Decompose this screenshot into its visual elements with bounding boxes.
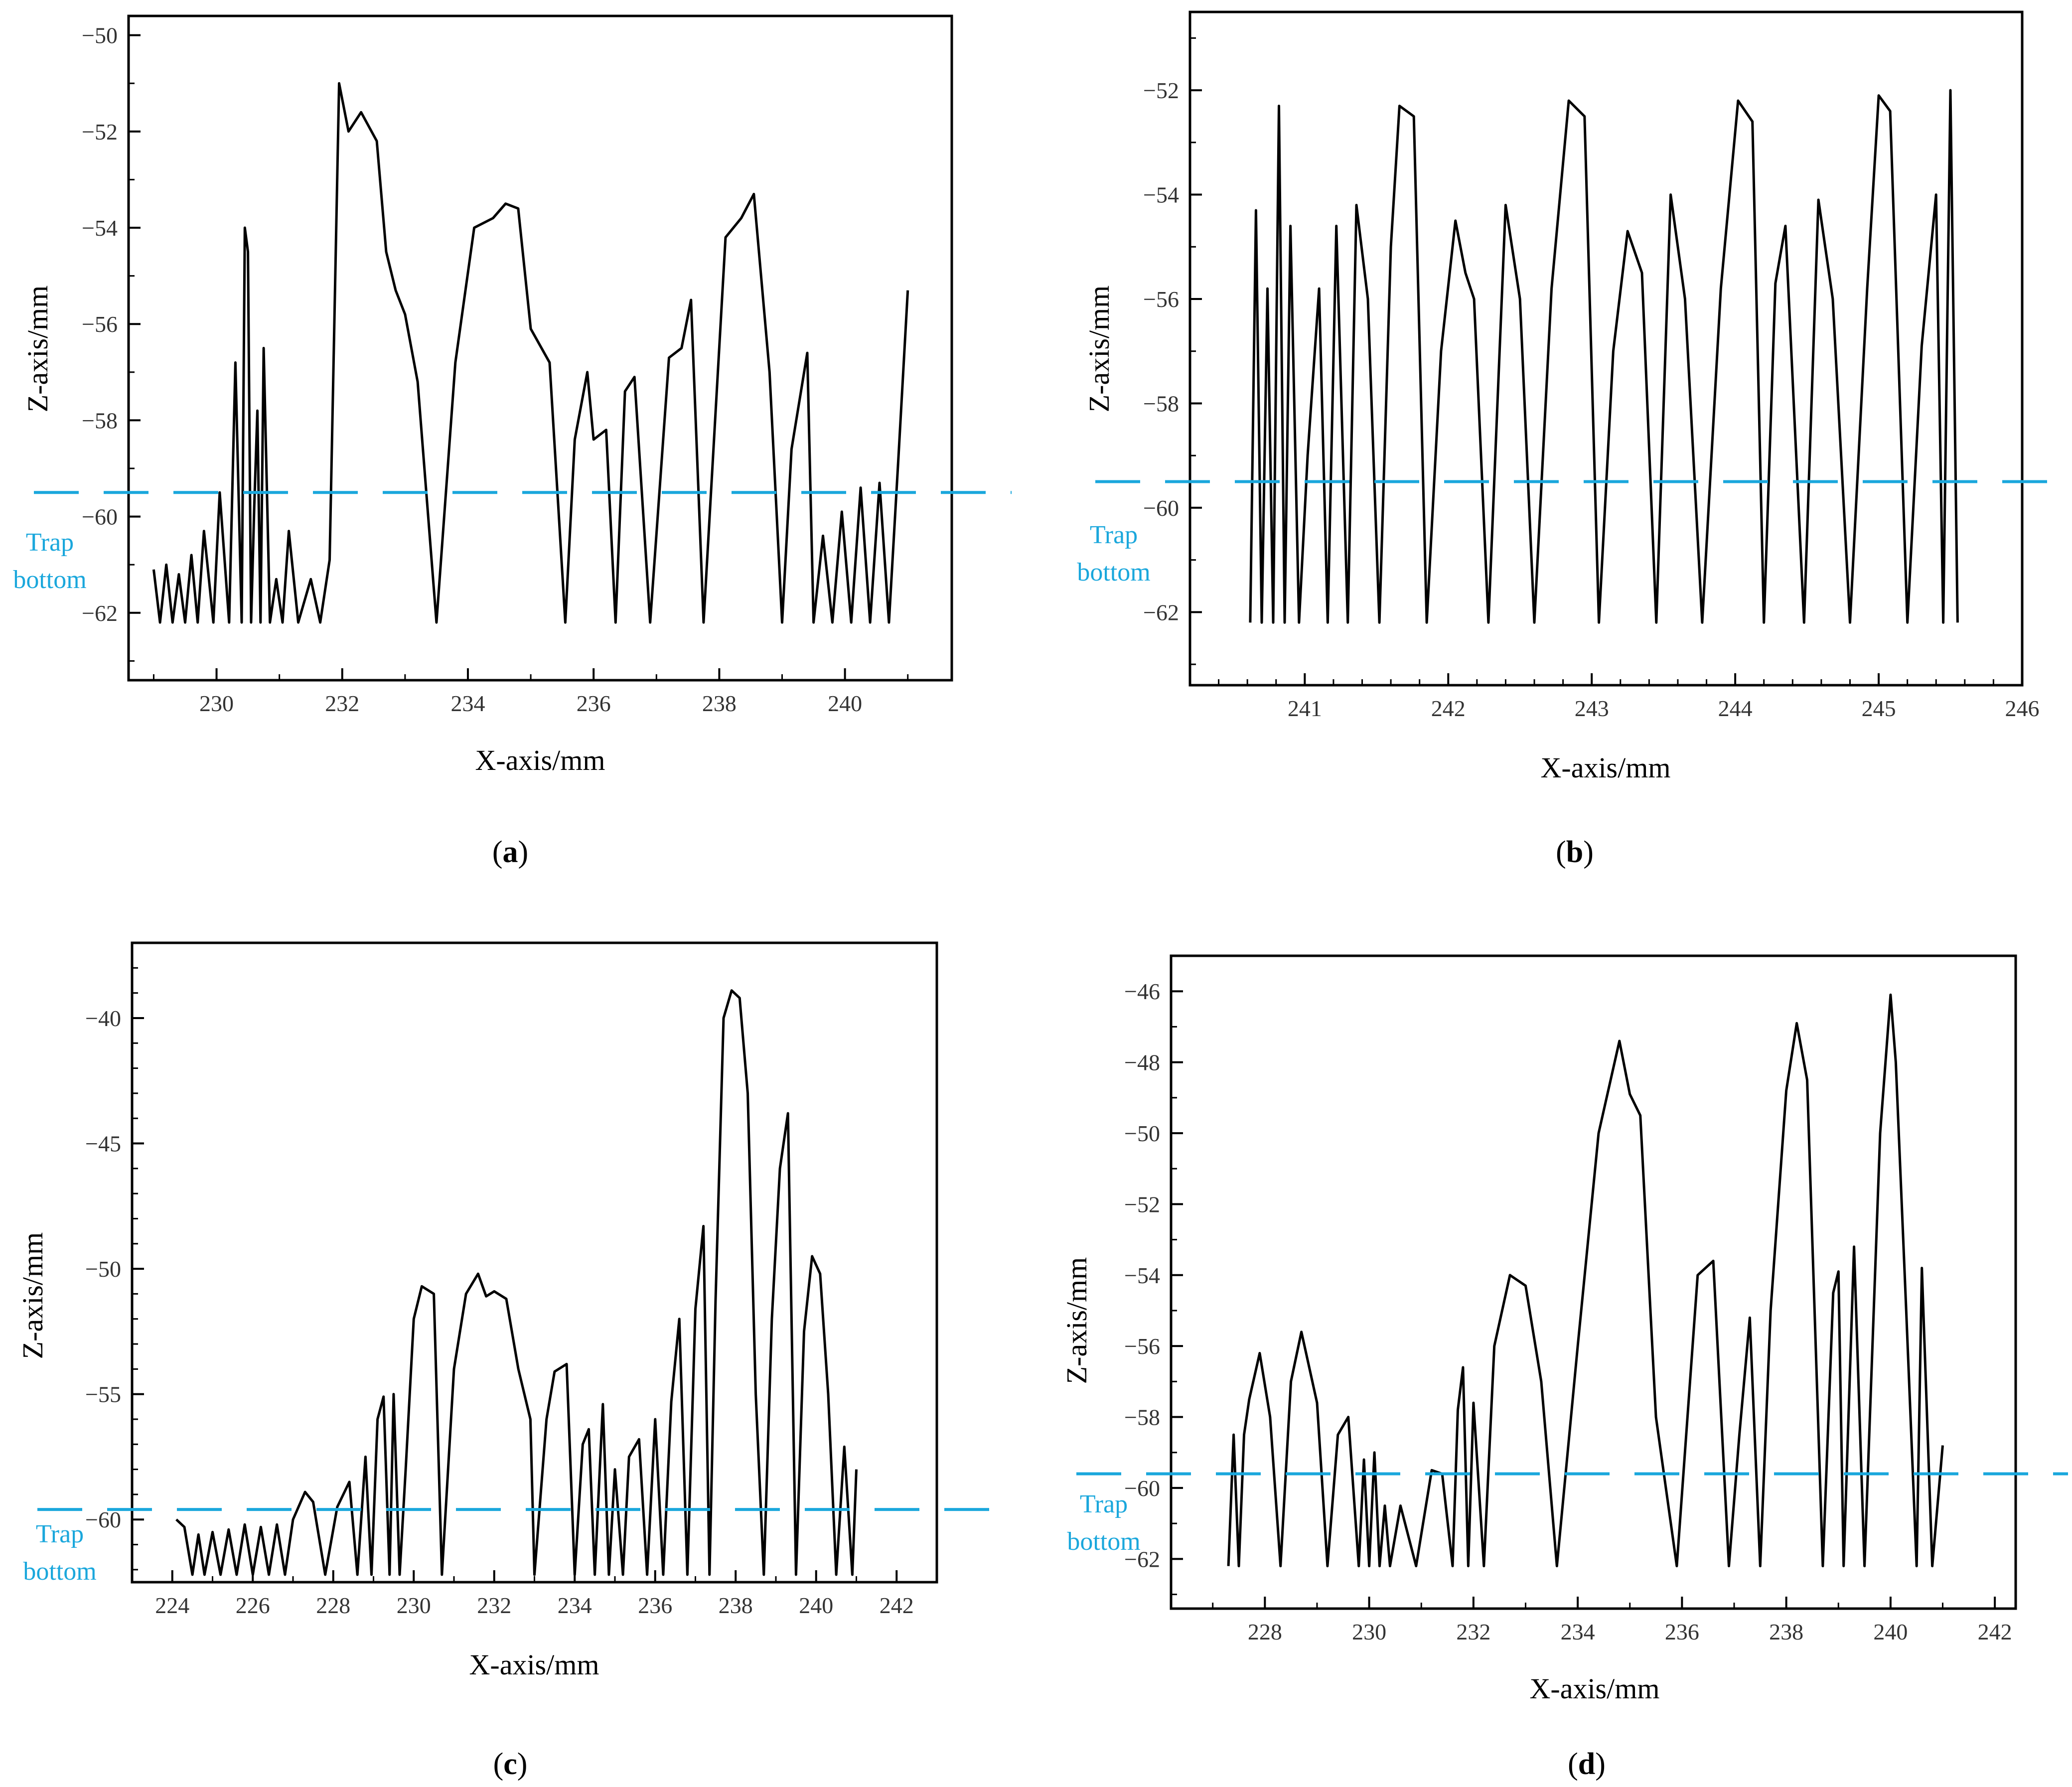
trace-line <box>175 989 858 1576</box>
x-tick-label: 236 <box>577 691 611 716</box>
y-axis-title-c: Z-axis/mm <box>16 1232 49 1359</box>
plot-frame <box>127 14 953 682</box>
x-tick-label: 230 <box>397 1593 431 1618</box>
trap-label-a-2: bottom <box>13 566 86 594</box>
panel-a: 230 232 234 236 238 240−62−60−58−56−54−52−50 … <box>13 14 1012 869</box>
y-tick-label: −56 <box>1124 1334 1160 1359</box>
plot-frame <box>1188 10 2024 687</box>
panel-caption-b: (b) <box>1556 835 1594 869</box>
trap-label-d-2: bottom <box>1067 1527 1140 1556</box>
x-tick-label: 241 <box>1288 696 1322 721</box>
x-axis-title-b: X-axis/mm <box>1541 751 1671 784</box>
y-tick-label: −62 <box>82 600 118 626</box>
plot-area-c: 224 226 228 230 232 234 236 238 240 242 −60 −55 −50 −… <box>37 941 997 1618</box>
x-tick-label: 238 <box>702 691 737 716</box>
x-tick-label: 240 <box>799 1593 833 1618</box>
x-axis-title-c: X-axis/mm <box>469 1648 599 1681</box>
x-tick-label: 238 <box>719 1593 753 1618</box>
trap-label-b-2: bottom <box>1077 558 1150 587</box>
trace-line <box>152 82 909 624</box>
y-axis-title-a: Z-axis/mm <box>21 286 54 413</box>
plot-area-a: 230 232 234 236 238 240 −62 −60 −58 −56 −54 −52 −50 <box>34 14 1012 716</box>
trap-label-d-1: Trap <box>1080 1490 1128 1518</box>
y-tick-label: −54 <box>82 215 118 241</box>
panel-caption-a: (a) <box>492 835 528 869</box>
x-tick-label: 238 <box>1769 1619 1803 1644</box>
y-tick-label: −60 <box>1124 1476 1160 1501</box>
y-axis-title-b: Z-axis/mm <box>1083 286 1115 413</box>
x-axis-title-d: X-axis/mm <box>1530 1672 1660 1705</box>
trap-label-b-1: Trap <box>1090 521 1138 549</box>
x-tick-label: 234 <box>1561 1619 1595 1644</box>
trace-line <box>1227 993 1944 1568</box>
x-tick-label: 230 <box>1352 1619 1386 1644</box>
y-tick-label: −52 <box>1143 78 1179 103</box>
x-tick-label: 236 <box>638 1593 672 1618</box>
y-tick-label: −58 <box>82 408 118 433</box>
ticks-c: 224 226 228 230 232 234 236 238 240 242 −60 −55 −50 −… <box>85 942 938 1618</box>
x-tick-label: 226 <box>236 1593 270 1618</box>
trace-line <box>1249 89 1959 624</box>
plot-frame <box>1170 954 2017 1610</box>
y-tick-label: −60 <box>82 504 118 530</box>
y-tick-label: −58 <box>1124 1405 1160 1430</box>
y-tick-label: −60 <box>85 1507 121 1532</box>
x-tick-label: 244 <box>1718 696 1753 721</box>
y-tick-label: −54 <box>1124 1263 1160 1288</box>
x-tick-label: 240 <box>828 691 862 716</box>
x-tick-label: 242 <box>1431 696 1466 721</box>
x-tick-label: 230 <box>199 691 234 716</box>
x-axis-title-a: X-axis/mm <box>475 744 605 776</box>
ticks-b: 241 242 243 244 245 246 −62 −60 −58 −56 −54 −52 <box>1143 37 2040 721</box>
x-tick-label: 242 <box>880 1593 914 1618</box>
x-tick-label: 245 <box>1862 696 1896 721</box>
y-tick-label: −56 <box>1143 287 1179 312</box>
panel-b: 241 242 243 244 245 246 −62 −60 −58 −56 −54 −52 Tra… <box>1077 10 2068 869</box>
x-tick-label: 234 <box>558 1593 592 1618</box>
y-tick-label: −40 <box>85 1006 121 1031</box>
x-tick-label: 232 <box>1456 1619 1490 1644</box>
x-tick-label: 234 <box>450 691 485 716</box>
x-tick-label: 236 <box>1665 1619 1699 1644</box>
x-tick-label: 242 <box>1978 1619 2012 1644</box>
y-tick-label: −50 <box>82 23 118 48</box>
x-tick-label: 246 <box>2005 696 2040 721</box>
trap-label-c-2: bottom <box>23 1557 96 1586</box>
y-axis-title-d: Z-axis/mm <box>1060 1257 1093 1384</box>
ticks-a: 230 232 234 236 238 240 −62 −60 −58 −56 −54 −52 −50 <box>82 23 909 716</box>
trap-label-c-1: Trap <box>36 1520 84 1548</box>
x-tick-label: 232 <box>325 691 359 716</box>
x-tick-label: 228 <box>316 1593 350 1618</box>
ticks-d: 228 230 232 234 236 238 240 242 −62 −60 −58 −56 −54 −… <box>1124 955 2012 1644</box>
panel-c: 224 226 228 230 232 234 236 238 240 242 −60 −55 −50 −… <box>16 941 997 1781</box>
y-tick-label: −60 <box>1143 495 1179 521</box>
panel-d: 228 230 232 234 236 238 240 242 −62 −60 −58 −56 −54 −… <box>1060 954 2068 1781</box>
y-tick-label: −58 <box>1143 391 1179 416</box>
y-tick-label: −50 <box>1124 1121 1160 1146</box>
y-tick-label: −45 <box>85 1131 121 1157</box>
y-tick-label: −54 <box>1143 182 1179 208</box>
y-tick-label: −62 <box>1143 599 1179 625</box>
x-tick-label: 240 <box>1873 1619 1908 1644</box>
y-tick-label: −46 <box>1124 979 1160 1004</box>
x-tick-label: 243 <box>1575 696 1609 721</box>
x-tick-label: 228 <box>1248 1619 1282 1644</box>
y-tick-label: −56 <box>82 311 118 337</box>
plot-area-b: 241 242 243 244 245 246 −62 −60 −58 −56 −54 −52 <box>1095 10 2068 721</box>
trap-label-a-1: Trap <box>26 528 74 557</box>
x-tick-label: 232 <box>477 1593 511 1618</box>
y-tick-label: −50 <box>85 1256 121 1282</box>
y-tick-label: −62 <box>1124 1546 1160 1572</box>
y-tick-label: −52 <box>1124 1191 1160 1217</box>
panel-caption-d: (d) <box>1568 1747 1606 1781</box>
y-tick-label: −48 <box>1124 1050 1160 1075</box>
panel-caption-c: (c) <box>493 1747 528 1781</box>
y-tick-label: −55 <box>85 1382 121 1407</box>
x-tick-label: 224 <box>155 1593 189 1618</box>
plot-area-d: 228 230 232 234 236 238 240 242 −62 −60 −58 −56 −54 −… <box>1076 954 2068 1644</box>
y-tick-label: −52 <box>82 119 118 145</box>
